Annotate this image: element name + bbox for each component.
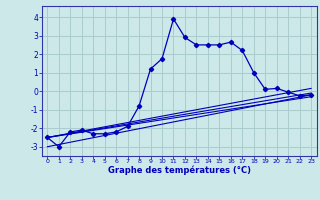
- X-axis label: Graphe des températures (°C): Graphe des températures (°C): [108, 166, 251, 175]
